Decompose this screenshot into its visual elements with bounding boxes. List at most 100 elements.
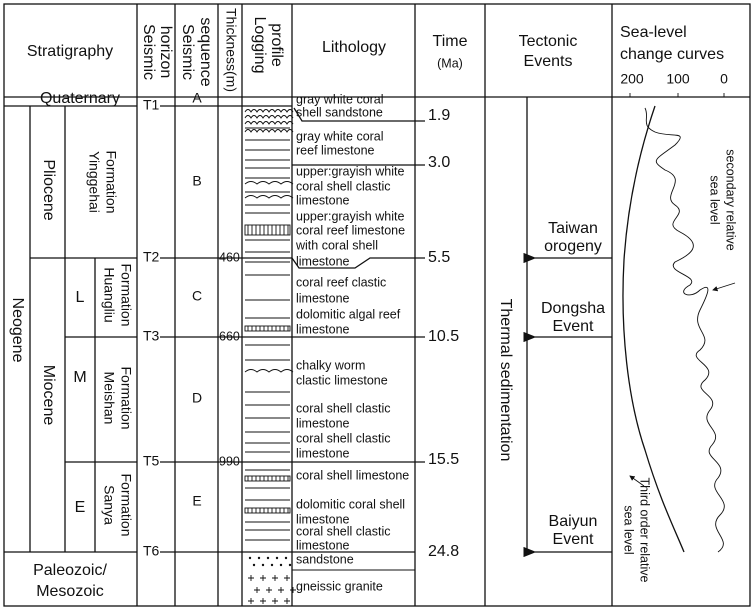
- log-pattern: [257, 556, 261, 560]
- log-pattern: [244, 369, 294, 373]
- lithology-label: gray white coral: [296, 129, 384, 143]
- log-pattern: [275, 556, 279, 560]
- lithology-label: coral shell clastic: [296, 401, 390, 415]
- lithology-label: shell sandstone: [296, 105, 383, 119]
- log-pattern: [248, 575, 254, 581]
- lithology-label: upper:grayish white: [296, 209, 404, 223]
- seismic-sequence: B: [192, 173, 201, 189]
- log-pattern: [260, 598, 266, 604]
- lithology-label: coral shell clastic: [296, 179, 390, 193]
- lithology-label: gneissic granite: [296, 579, 383, 593]
- log-pattern: [244, 181, 294, 185]
- curve-label: sea level: [708, 175, 722, 224]
- tectonic-event: Baiyun: [549, 513, 598, 530]
- formation: Formation: [103, 150, 119, 213]
- tectonic-event: Event: [553, 531, 594, 548]
- lithology-label: limestone: [296, 512, 350, 526]
- seismic-horizon: T6: [143, 543, 160, 559]
- header-seismic-sequence: Seismic: [179, 24, 196, 80]
- log-pattern: [244, 129, 294, 133]
- time-label: 1.9: [428, 107, 450, 124]
- tectonic-event: orogeny: [544, 238, 602, 255]
- log-pattern: [261, 563, 265, 567]
- time-label: 5.5: [428, 249, 450, 266]
- sea-level-tick: 200: [620, 71, 644, 87]
- sea-level-tick: 0: [720, 71, 728, 87]
- lithology-label: limestone: [296, 291, 350, 305]
- pre-cenozoic: Paleozoic/: [33, 562, 107, 579]
- lithology-label: gray white coral: [296, 92, 384, 106]
- lithology-label: limestone: [296, 254, 350, 268]
- time-label: 3.0: [428, 154, 450, 171]
- log-pattern: [244, 507, 291, 514]
- formation: Formation: [118, 473, 134, 536]
- curve-label: secondary relative: [724, 149, 738, 250]
- log-pattern: [272, 598, 278, 604]
- thickness: 460: [219, 250, 240, 264]
- seismic-horizon: T2: [143, 249, 160, 265]
- log-pattern: [288, 563, 292, 567]
- log-pattern: [284, 598, 290, 604]
- thickness: 990: [219, 454, 240, 468]
- middle: M: [73, 369, 86, 386]
- seismic-horizon: T1: [143, 97, 160, 113]
- header-sea-level: change curves: [620, 46, 724, 63]
- miocene: Miocene: [40, 365, 57, 426]
- formation: Yinggehai: [86, 151, 102, 213]
- log-pattern: [278, 587, 284, 593]
- tectonic-event: Dongsha: [541, 300, 605, 317]
- log-pattern: [290, 587, 296, 593]
- lithology-label: limestone: [296, 193, 350, 207]
- pliocene: Pliocene: [40, 159, 57, 220]
- logging-profile: [244, 109, 296, 604]
- header-seismic-sequence: sequence: [197, 17, 214, 86]
- header-time-unit: (Ma): [437, 56, 463, 70]
- lithology-label: limestone: [296, 446, 350, 460]
- curve-label: sea level: [622, 505, 636, 554]
- seismic-sequence: C: [192, 288, 202, 304]
- lithology-label: reef limestone: [296, 143, 375, 157]
- lithology-label: coral reef limestone: [296, 223, 405, 237]
- lithology-label: clastic limestone: [296, 373, 388, 387]
- log-pattern: [266, 587, 272, 593]
- formation: Formation: [118, 366, 134, 429]
- log-pattern: [284, 575, 290, 581]
- quaternary: Quaternary: [40, 90, 120, 107]
- time-label: 15.5: [428, 451, 459, 468]
- pre-cenozoic: Mesozoic: [36, 583, 104, 600]
- lithology-label: coral shell clastic: [296, 524, 390, 538]
- log-pattern: [244, 195, 294, 199]
- log-pattern: [260, 575, 266, 581]
- formation: Formation: [118, 263, 134, 326]
- header-logging-profile: profile: [268, 23, 285, 67]
- curve-label: Third order relative: [638, 478, 652, 583]
- thermal-sedimentation: Thermal sedimentation: [497, 299, 514, 462]
- table-frame: [3, 3, 751, 607]
- tectonic-event: Event: [553, 318, 594, 335]
- lithology-label: with coral shell: [295, 238, 378, 252]
- log-pattern: [252, 563, 256, 567]
- time-label: 10.5: [428, 328, 459, 345]
- lithology-label: coral shell clastic: [296, 431, 390, 445]
- log-pattern: [270, 563, 274, 567]
- log-pattern: [284, 556, 288, 560]
- header-thickness: Thickness(m): [223, 8, 239, 92]
- lithology-label: limestone: [296, 322, 350, 336]
- log-pattern: [244, 475, 291, 482]
- thickness: 660: [219, 329, 240, 343]
- tectonic-event: Taiwan: [548, 220, 598, 237]
- lithology-label: chalky worm: [296, 358, 365, 372]
- seismic-sequence: A: [192, 90, 202, 106]
- header-stratigraphy: Stratigraphy: [27, 43, 113, 60]
- header-tectonic: Tectonic: [519, 33, 578, 50]
- log-pattern: [279, 563, 283, 567]
- lithology-label: coral shell limestone: [296, 468, 409, 482]
- neogene: Neogene: [9, 298, 26, 363]
- lithology-label: coral reef clastic: [296, 275, 386, 289]
- log-pattern: [244, 224, 291, 236]
- formation: Huangliu: [101, 267, 117, 322]
- lithology-label: limestone: [296, 416, 350, 430]
- lithology-label: dolomitic algal reef: [296, 307, 401, 321]
- header-lithology: Lithology: [322, 39, 386, 56]
